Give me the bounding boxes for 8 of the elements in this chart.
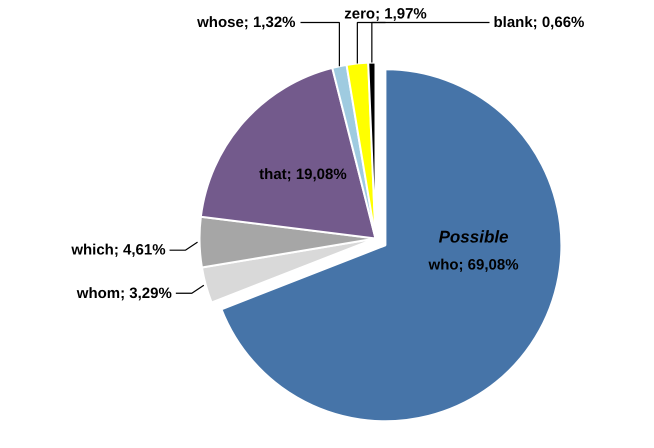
slice-label: whose; 1,32% <box>196 14 296 31</box>
slice-label: which; 4,61% <box>70 242 166 259</box>
slice-label: that; 19,08% <box>259 166 347 183</box>
slice-label: blank; 0,66% <box>494 14 584 31</box>
slice-label: zero; 1,97% <box>344 6 427 22</box>
slice-label: who; 69,08% <box>428 256 519 274</box>
slice-label: whom; 3,29% <box>76 284 172 302</box>
text: Possible <box>438 227 509 246</box>
